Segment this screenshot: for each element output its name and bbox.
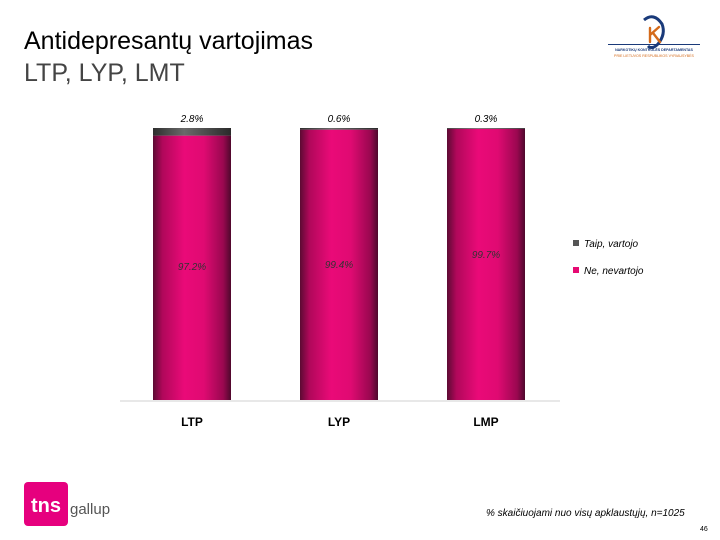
ntakd-logo bbox=[608, 15, 700, 50]
slide-subtitle: LTP, LYP, LMT bbox=[24, 59, 185, 87]
bar-lmp-taip bbox=[447, 128, 525, 129]
footnote: % skaičiuojami nuo visų apklaustųjų, n=1… bbox=[486, 508, 685, 519]
x-tick-label-lmp: LMP bbox=[473, 415, 498, 429]
slide-title: Antidepresantų vartojimas bbox=[24, 27, 314, 55]
bar-lyp-taip bbox=[300, 128, 378, 130]
x-tick-label-lyp: LYP bbox=[328, 415, 350, 429]
page-number: 46 bbox=[700, 526, 708, 533]
ntakd-logo-line-2: PRIE LIETUVOS RESPUBLIKOS VYRIAUSYBĖS bbox=[614, 54, 694, 58]
tns-gallup-logo: tns gallup bbox=[24, 482, 110, 526]
bar-lmp-ne bbox=[447, 128, 525, 401]
legend-label-taip: Taip, vartojo bbox=[584, 239, 639, 250]
bar-ltp-taip bbox=[153, 128, 231, 136]
bar-ltp-ne bbox=[153, 135, 231, 400]
data-label-ltp-taip: 2.8% bbox=[180, 114, 204, 125]
legend-swatch-taip bbox=[573, 240, 579, 246]
bar-lyp-ne bbox=[300, 129, 378, 400]
data-label-lmp-ne: 99.7% bbox=[472, 250, 500, 261]
legend-swatch-ne bbox=[573, 267, 579, 273]
data-label-lmp-taip: 0.3% bbox=[475, 114, 498, 125]
legend-label-ne: Ne, nevartojo bbox=[584, 266, 644, 277]
data-label-lyp-ne: 99.4% bbox=[325, 260, 353, 271]
data-label-lyp-taip: 0.6% bbox=[328, 114, 351, 125]
ntakd-logo-line-1: NARKOTIKŲ KONTROLĖS DEPARTAMENTAS bbox=[615, 48, 693, 52]
x-tick-label-ltp: LTP bbox=[181, 415, 203, 429]
gallup-logo-text: gallup bbox=[70, 501, 110, 518]
data-label-ltp-ne: 97.2% bbox=[178, 262, 206, 273]
tns-logo-text: tns bbox=[31, 495, 61, 517]
